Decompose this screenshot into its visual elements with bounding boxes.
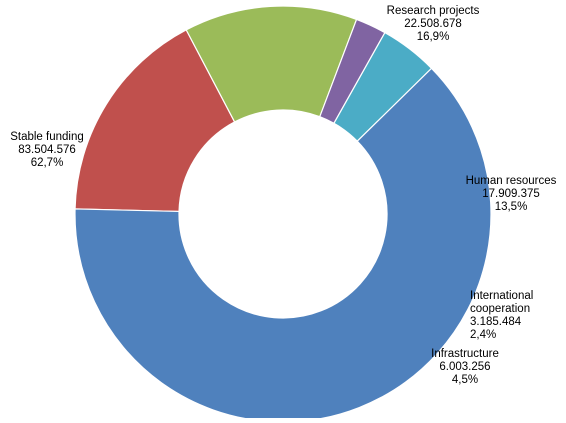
slice-category-label: Human resources <box>466 175 557 187</box>
slice-category-label: Stable funding <box>10 131 84 143</box>
donut-slice <box>74 67 492 423</box>
slice-percent-label: 62,7% <box>31 157 64 169</box>
slice-value-label: 6.003.256 <box>439 361 490 373</box>
slice-percent-label: 2,4% <box>470 329 496 341</box>
slice-category-label: International <box>470 290 533 302</box>
slice-percent-label: 16,9% <box>417 31 450 43</box>
slice-value-label: 17.909.375 <box>482 188 540 200</box>
slice-percent-label: 4,5% <box>452 374 478 386</box>
slice-value-label: 22.508.678 <box>404 18 462 30</box>
slice-percent-label: 13,5% <box>495 201 528 213</box>
slice-category-label: Research projects <box>387 5 480 17</box>
slice-value-label: 3.185.484 <box>470 316 522 328</box>
slice-category-label: Infrastructure <box>431 348 499 360</box>
donut-slice <box>74 29 236 213</box>
slice-category-label: cooperation <box>470 303 530 315</box>
slice-value-label: 83.504.576 <box>18 144 76 156</box>
